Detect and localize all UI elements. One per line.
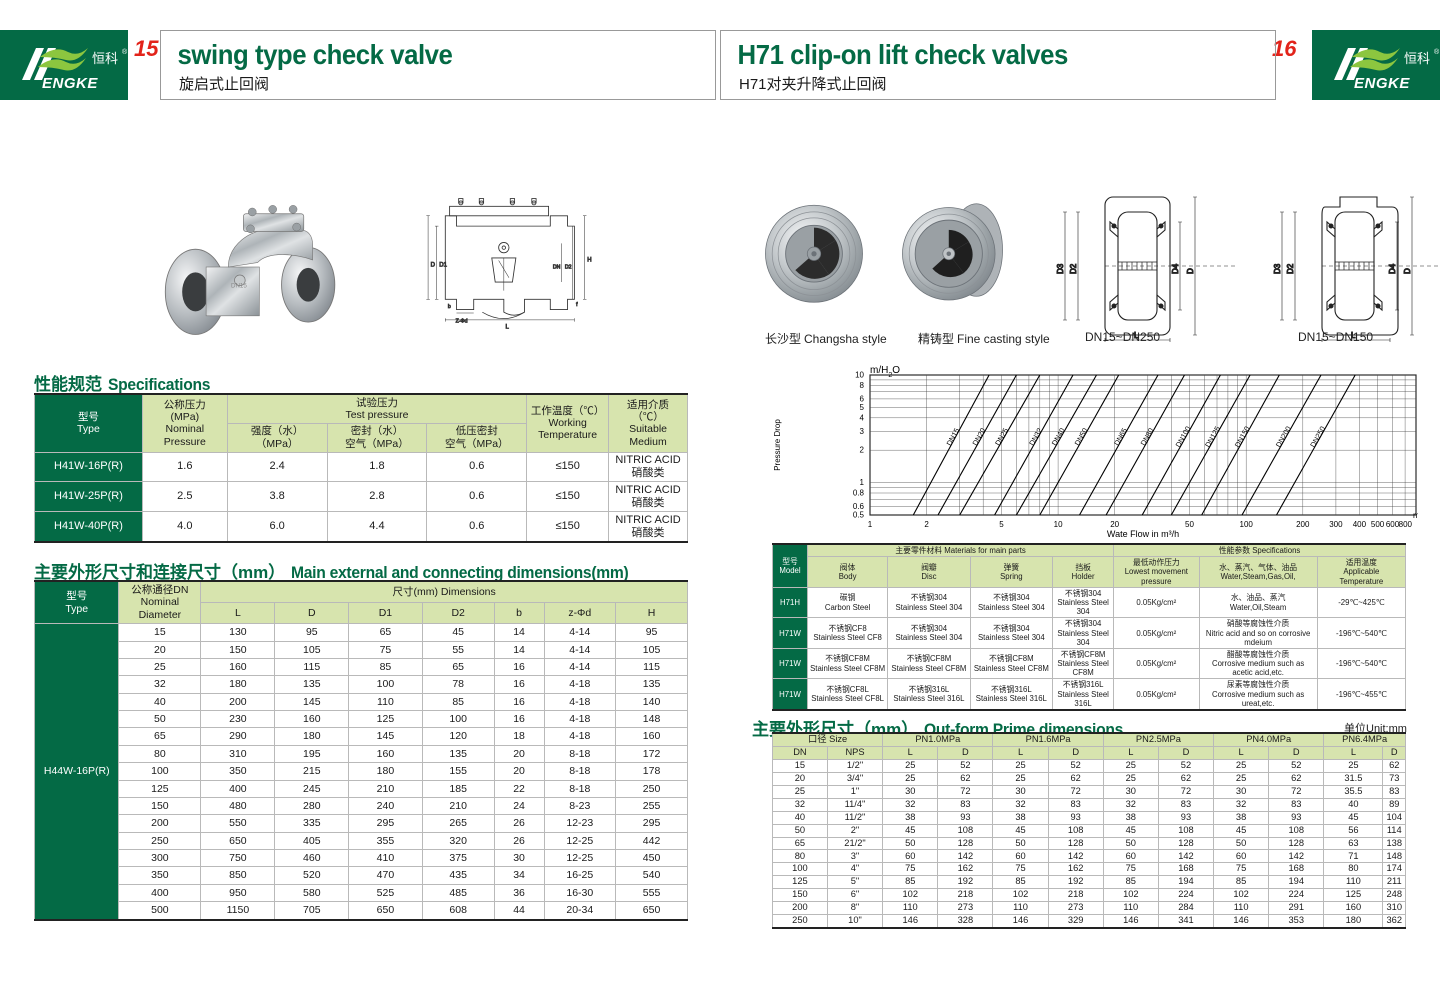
svg-text:f: f: [576, 302, 578, 308]
svg-text:DN: DN: [553, 264, 561, 270]
svg-text:D4: D4: [1388, 263, 1397, 274]
svg-text:D2: D2: [1069, 263, 1078, 274]
svg-text:D2: D2: [1286, 263, 1295, 274]
svg-text:DN150: DN150: [1233, 425, 1252, 449]
svg-text:6: 6: [860, 394, 865, 403]
svg-text:5: 5: [999, 520, 1004, 529]
svg-text:D2: D2: [565, 264, 572, 270]
svg-text:0.8: 0.8: [853, 489, 865, 498]
svg-text:Z-Φd: Z-Φd: [456, 319, 468, 325]
svg-text:DN15: DN15: [945, 426, 962, 447]
svg-text:D3: D3: [1056, 263, 1065, 274]
svg-text:m³/h: m³/h: [1413, 511, 1418, 520]
svg-text:®: ®: [122, 48, 128, 56]
svg-text:®: ®: [1434, 48, 1440, 56]
svg-text:DN20: DN20: [970, 426, 987, 447]
svg-text:DN50: DN50: [1073, 426, 1090, 447]
svg-text:800: 800: [1399, 520, 1413, 529]
svg-text:DN80: DN80: [1139, 426, 1156, 447]
svg-text:DN25: DN25: [993, 426, 1010, 447]
svg-text:200: 200: [1296, 520, 1310, 529]
svg-text:ENGKE: ENGKE: [1354, 75, 1410, 92]
svg-text:D: D: [1403, 268, 1412, 274]
svg-text:600: 600: [1386, 520, 1400, 529]
svg-text:DN250: DN250: [1308, 425, 1327, 449]
svg-text:10: 10: [1054, 520, 1063, 529]
svg-text:D3: D3: [1273, 263, 1282, 274]
svg-text:0.5: 0.5: [853, 511, 865, 520]
svg-text:8: 8: [860, 381, 865, 390]
svg-text:1: 1: [860, 478, 865, 487]
svg-text:Pressure Drop: Pressure Drop: [773, 419, 782, 471]
svg-text:20: 20: [1110, 520, 1119, 529]
svg-text:D4: D4: [1171, 263, 1180, 274]
svg-text:300: 300: [1329, 520, 1343, 529]
svg-text:3: 3: [860, 427, 865, 436]
svg-text:b: b: [448, 304, 451, 310]
svg-text:恒科: 恒科: [1404, 51, 1430, 66]
svg-text:1: 1: [868, 520, 873, 529]
svg-text:恒科: 恒科: [92, 51, 118, 66]
svg-text:2: 2: [860, 446, 865, 455]
svg-text:DN40: DN40: [1050, 426, 1067, 447]
svg-text:5: 5: [860, 403, 865, 412]
svg-text:D1: D1: [439, 263, 447, 269]
svg-text:DN125: DN125: [1203, 425, 1222, 449]
svg-text:400: 400: [1353, 520, 1367, 529]
svg-text:Wate Flow in m³/h: Wate Flow in m³/h: [1107, 529, 1179, 539]
svg-text:10: 10: [855, 371, 864, 380]
svg-text:ENGKE: ENGKE: [42, 75, 98, 92]
svg-text:DN15: DN15: [231, 282, 247, 289]
svg-text:2: 2: [924, 520, 929, 529]
svg-text:m/H2O: m/H2O: [870, 365, 900, 379]
svg-text:50: 50: [1185, 520, 1194, 529]
svg-text:4: 4: [860, 413, 865, 422]
svg-text:D: D: [1186, 268, 1195, 274]
svg-text:L: L: [506, 325, 510, 331]
svg-text:D: D: [431, 263, 436, 269]
svg-text:0.6: 0.6: [853, 502, 865, 511]
svg-text:100: 100: [1240, 520, 1254, 529]
svg-text:DN32: DN32: [1027, 426, 1044, 447]
svg-text:DN200: DN200: [1274, 425, 1293, 449]
svg-text:H: H: [587, 257, 591, 263]
svg-text:500: 500: [1371, 520, 1385, 529]
